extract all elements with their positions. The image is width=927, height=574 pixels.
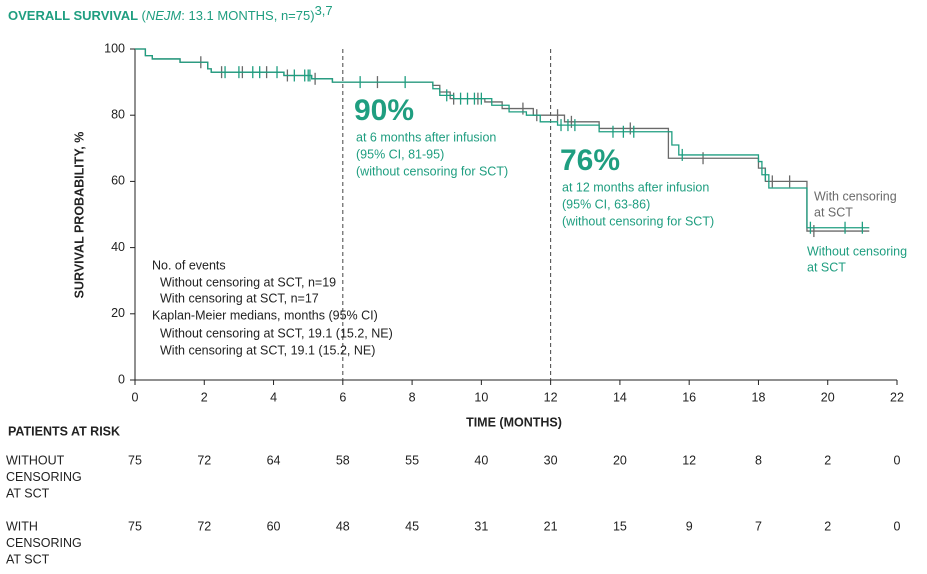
series-label: Without censoring xyxy=(807,244,907,258)
x-tick-label: 6 xyxy=(339,390,346,404)
risk-value: 9 xyxy=(686,519,693,533)
y-tick-label: 0 xyxy=(118,372,125,386)
risk-value: 58 xyxy=(336,453,350,467)
events-text: No. of events xyxy=(152,258,226,272)
risk-value: 20 xyxy=(613,453,627,467)
risk-row-label: WITH xyxy=(6,519,38,533)
risk-value: 31 xyxy=(474,519,488,533)
annotation-text: at 12 months after infusion xyxy=(562,180,709,194)
annotation-headline: 90% xyxy=(354,94,414,127)
x-tick-label: 2 xyxy=(201,390,208,404)
series-label: at SCT xyxy=(807,260,846,274)
risk-value: 40 xyxy=(474,453,488,467)
y-axis-title: SURVIVAL PROBABILITY, % xyxy=(72,132,86,299)
x-tick-label: 18 xyxy=(752,390,766,404)
x-axis-title: TIME (MONTHS) xyxy=(466,415,562,429)
risk-value: 2 xyxy=(824,519,831,533)
annotation-text: (95% CI, 81-95) xyxy=(356,147,444,161)
risk-value: 8 xyxy=(755,453,762,467)
risk-value: 15 xyxy=(613,519,627,533)
risk-row-label: CENSORING xyxy=(6,470,82,484)
risk-row-label: WITHOUT xyxy=(6,453,65,467)
x-tick-label: 14 xyxy=(613,390,627,404)
risk-value: 48 xyxy=(336,519,350,533)
annotation-text: (95% CI, 63-86) xyxy=(562,197,650,211)
survival-curve xyxy=(135,48,870,232)
x-tick-label: 8 xyxy=(409,390,416,404)
risk-value: 30 xyxy=(544,453,558,467)
x-tick-label: 10 xyxy=(474,390,488,404)
title: OVERALL SURVIVAL xyxy=(8,8,138,23)
events-text: Without censoring at SCT, n=19 xyxy=(160,275,336,289)
x-tick-label: 22 xyxy=(890,390,904,404)
annotation-headline: 76% xyxy=(560,144,620,177)
risk-value: 60 xyxy=(267,519,281,533)
subtitle: : 13.1 MONTHS, n=75) xyxy=(181,8,314,23)
x-tick-label: 12 xyxy=(544,390,558,404)
risk-value: 0 xyxy=(894,519,901,533)
x-tick-label: 4 xyxy=(270,390,277,404)
risk-row-label: AT SCT xyxy=(6,552,50,566)
risk-value: 75 xyxy=(128,519,142,533)
series-label: at SCT xyxy=(814,205,853,219)
risk-value: 72 xyxy=(197,519,211,533)
annotation-text: at 6 months after infusion xyxy=(356,130,496,144)
subtitle: ( xyxy=(142,8,147,23)
annotation-text: (without censoring for SCT) xyxy=(562,214,714,228)
superscript: 3,7 xyxy=(315,3,333,18)
annotation-text: (without censoring for SCT) xyxy=(356,164,508,178)
survival-curve xyxy=(135,48,870,229)
risk-value: 55 xyxy=(405,453,419,467)
events-text: Kaplan-Meier medians, months (95% CI) xyxy=(152,308,378,322)
risk-value: 2 xyxy=(824,453,831,467)
risk-value: 75 xyxy=(128,453,142,467)
x-tick-label: 16 xyxy=(682,390,696,404)
risk-value: 7 xyxy=(755,519,762,533)
events-text: With censoring at SCT, 19.1 (15.2, NE) xyxy=(160,343,375,357)
x-tick-label: 20 xyxy=(821,390,835,404)
series-label: With censoring xyxy=(814,189,897,203)
risk-value: 21 xyxy=(544,519,558,533)
y-tick-label: 80 xyxy=(111,107,125,121)
risk-value: 72 xyxy=(197,453,211,467)
risk-value: 64 xyxy=(267,453,281,467)
chart-title: OVERALL SURVIVAL (NEJM: 13.1 MONTHS, n=7… xyxy=(8,3,333,23)
x-tick-label: 0 xyxy=(132,390,139,404)
y-tick-label: 20 xyxy=(111,306,125,320)
risk-value: 0 xyxy=(894,453,901,467)
risk-value: 12 xyxy=(682,453,696,467)
risk-table-title: PATIENTS AT RISK xyxy=(8,424,120,438)
events-text: Without censoring at SCT, 19.1 (15.2, NE… xyxy=(160,326,393,340)
subtitle: NEJM xyxy=(146,8,182,23)
events-text: With censoring at SCT, n=17 xyxy=(160,291,319,305)
y-tick-label: 40 xyxy=(111,240,125,254)
y-tick-label: 60 xyxy=(111,174,125,188)
risk-row-label: CENSORING xyxy=(6,536,82,550)
risk-row-label: AT SCT xyxy=(6,486,50,500)
risk-value: 45 xyxy=(405,519,419,533)
y-tick-label: 100 xyxy=(104,41,125,55)
